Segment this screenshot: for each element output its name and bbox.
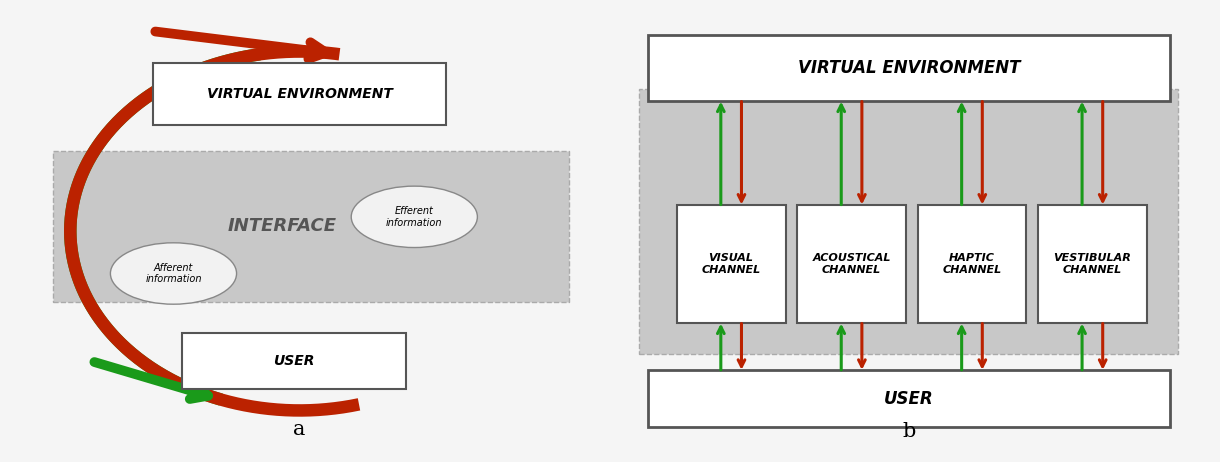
Text: USER: USER: [884, 389, 933, 407]
Text: a: a: [294, 420, 306, 439]
FancyBboxPatch shape: [54, 151, 569, 302]
Text: VISUAL
CHANNEL: VISUAL CHANNEL: [702, 253, 761, 275]
FancyBboxPatch shape: [797, 205, 906, 323]
Ellipse shape: [351, 186, 477, 248]
Text: Afferent
information: Afferent information: [145, 263, 201, 284]
Text: USER: USER: [273, 354, 315, 368]
Text: Efferent
information: Efferent information: [386, 206, 443, 228]
Text: ACOUSTICAL
CHANNEL: ACOUSTICAL CHANNEL: [813, 253, 891, 275]
FancyBboxPatch shape: [677, 205, 786, 323]
FancyBboxPatch shape: [154, 63, 445, 125]
Text: VIRTUAL ENVIRONMENT: VIRTUAL ENVIRONMENT: [798, 59, 1020, 77]
FancyBboxPatch shape: [639, 89, 1179, 354]
Text: VIRTUAL ENVIRONMENT: VIRTUAL ENVIRONMENT: [206, 87, 393, 101]
Ellipse shape: [110, 243, 237, 304]
Text: HAPTIC
CHANNEL: HAPTIC CHANNEL: [942, 253, 1002, 275]
FancyBboxPatch shape: [182, 333, 406, 389]
FancyBboxPatch shape: [1038, 205, 1147, 323]
FancyBboxPatch shape: [917, 205, 1026, 323]
Text: INTERFACE: INTERFACE: [228, 217, 337, 235]
FancyBboxPatch shape: [648, 35, 1170, 101]
Text: b: b: [903, 422, 915, 441]
Text: VESTIBULAR
CHANNEL: VESTIBULAR CHANNEL: [1053, 253, 1131, 275]
FancyBboxPatch shape: [648, 371, 1170, 427]
